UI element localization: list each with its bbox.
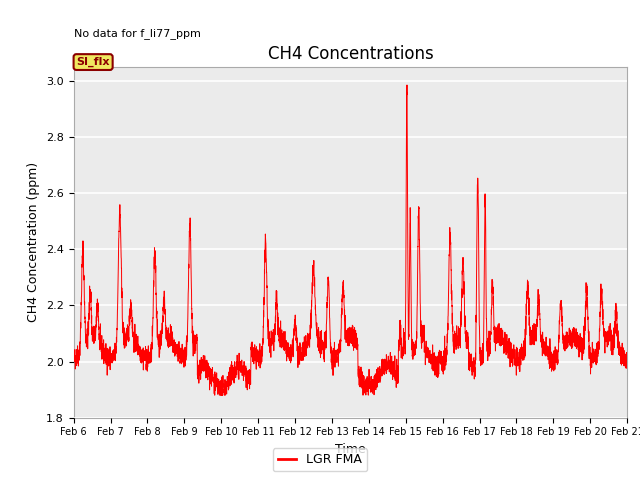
Legend: LGR FMA: LGR FMA xyxy=(273,448,367,471)
Text: No data for f_li77_ppm: No data for f_li77_ppm xyxy=(74,28,200,39)
Y-axis label: CH4 Concentration (ppm): CH4 Concentration (ppm) xyxy=(28,162,40,323)
X-axis label: Time: Time xyxy=(335,443,366,456)
Text: SI_flx: SI_flx xyxy=(76,57,110,67)
Title: CH4 Concentrations: CH4 Concentrations xyxy=(268,45,433,63)
